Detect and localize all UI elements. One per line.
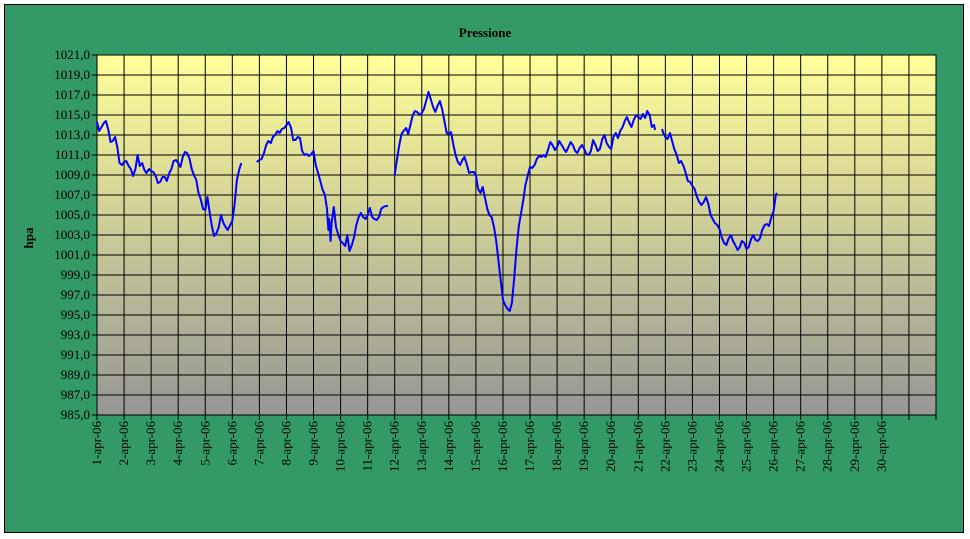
y-tick-label: 1015,0 bbox=[54, 107, 90, 122]
y-tick-label: 997,0 bbox=[61, 287, 90, 302]
x-tick-label: 17-apr-06 bbox=[522, 421, 537, 472]
x-tick-labels: 1-apr-06 2-apr-06 3-apr-06 4-apr-06 5-apr-06… bbox=[89, 421, 889, 472]
x-tick-label: 30-apr-06 bbox=[874, 421, 889, 472]
y-tick-label: 1017,0 bbox=[54, 87, 90, 102]
x-tick-label: 24-apr-06 bbox=[711, 421, 726, 472]
y-axis-title: hpa bbox=[21, 227, 36, 248]
y-tick-label: 1003,0 bbox=[54, 227, 90, 242]
y-tick-label: 1005,0 bbox=[54, 207, 90, 222]
series-line bbox=[393, 91, 657, 312]
x-tick-label: 7-apr-06 bbox=[251, 421, 266, 466]
x-tick-label: 12-apr-06 bbox=[387, 421, 402, 472]
x-tick-label: 11-apr-06 bbox=[360, 421, 375, 472]
x-tick-label: 25-apr-06 bbox=[739, 421, 754, 472]
x-tick-label: 29-apr-06 bbox=[847, 421, 862, 472]
x-tick-label: 15-apr-06 bbox=[468, 421, 483, 472]
y-tick-label: 1007,0 bbox=[54, 187, 90, 202]
x-tick-label: 18-apr-06 bbox=[549, 421, 564, 472]
y-tick-label: 1011,0 bbox=[55, 147, 90, 162]
x-tick-label: 8-apr-06 bbox=[278, 421, 293, 466]
y-tick-label: 985,0 bbox=[61, 407, 90, 422]
y-tick-label: 993,0 bbox=[61, 327, 90, 342]
x-tick-label: 22-apr-06 bbox=[657, 421, 672, 472]
y-tick-label: 995,0 bbox=[61, 307, 90, 322]
y-tick-label: 987,0 bbox=[61, 387, 90, 402]
y-tick-label: 1009,0 bbox=[54, 167, 90, 182]
series-layer bbox=[96, 91, 778, 312]
x-tick-label: 4-apr-06 bbox=[170, 421, 185, 466]
y-tick-label: 1001,0 bbox=[54, 247, 90, 262]
x-tick-label: 14-apr-06 bbox=[441, 421, 456, 472]
y-tick-label: 989,0 bbox=[61, 367, 90, 382]
series-line bbox=[256, 121, 388, 252]
x-tick-label: 10-apr-06 bbox=[333, 421, 348, 472]
y-tick-labels: 1021,0 1019,0 1017,0 1015,0 1013,0 1011,0 1009… bbox=[54, 47, 90, 422]
x-tick-label: 13-apr-06 bbox=[414, 421, 429, 472]
x-tick-label: 28-apr-06 bbox=[820, 421, 835, 472]
grid-layer bbox=[92, 54, 937, 420]
y-tick-label: 991,0 bbox=[61, 347, 90, 362]
y-tick-label: 1021,0 bbox=[54, 47, 90, 62]
series-line bbox=[96, 120, 243, 237]
x-tick-label: 9-apr-06 bbox=[306, 421, 321, 466]
x-tick-label: 27-apr-06 bbox=[793, 421, 808, 472]
x-tick-label: 2-apr-06 bbox=[116, 421, 131, 466]
x-tick-label: 21-apr-06 bbox=[630, 421, 645, 472]
y-tick-label: 1013,0 bbox=[54, 127, 90, 142]
series-line bbox=[661, 128, 778, 251]
chart-title: Pressione bbox=[459, 25, 512, 40]
x-tick-label: 26-apr-06 bbox=[766, 421, 781, 472]
x-tick-label: 6-apr-06 bbox=[224, 421, 239, 466]
x-tick-label: 16-apr-06 bbox=[495, 421, 510, 472]
x-tick-label: 20-apr-06 bbox=[603, 421, 618, 472]
x-tick-label: 5-apr-06 bbox=[197, 421, 212, 466]
x-tick-label: 1-apr-06 bbox=[89, 421, 104, 466]
x-tick-label: 3-apr-06 bbox=[143, 421, 158, 466]
y-tick-label: 999,0 bbox=[61, 267, 90, 282]
y-tick-label: 1019,0 bbox=[54, 67, 90, 82]
x-tick-label: 19-apr-06 bbox=[576, 421, 591, 472]
x-tick-label: 23-apr-06 bbox=[684, 421, 699, 472]
